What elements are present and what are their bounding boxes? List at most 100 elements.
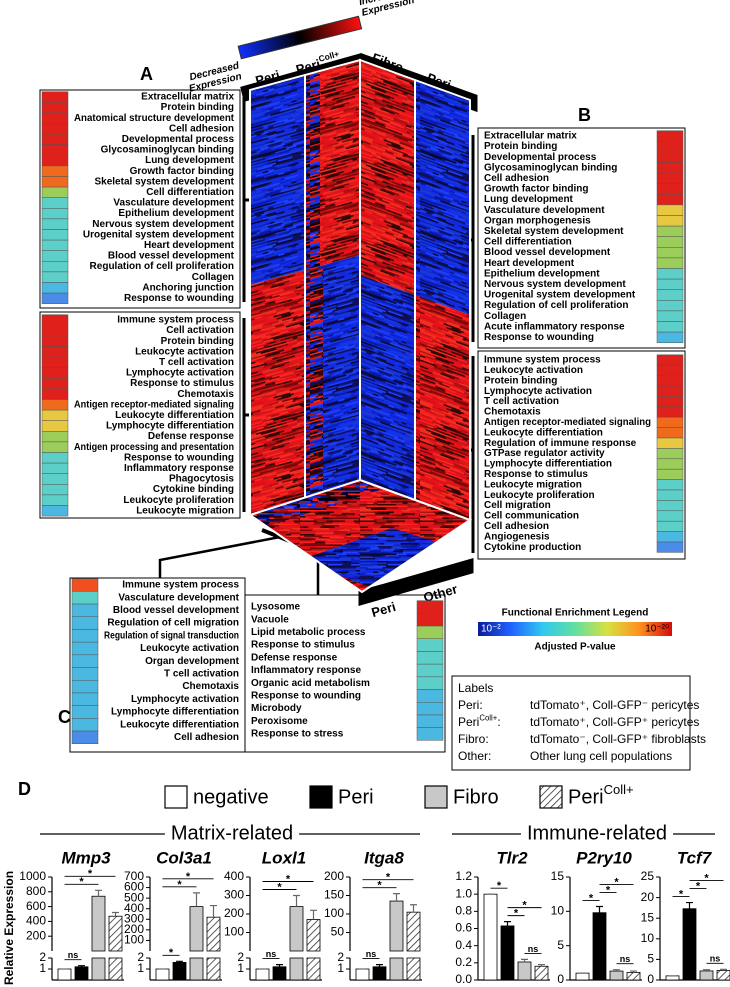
y-tick-label: 10 [551,904,565,918]
heatmap-block [320,59,360,266]
enrichment-swatch [656,331,684,343]
heatmap-block [305,70,320,270]
enrichment-swatch [41,484,69,496]
superscript: Coll+ [604,782,634,797]
chart-title: P2ry10 [576,848,632,867]
term: Antigen receptor-mediated signaling [484,417,651,428]
bar [500,925,515,981]
term: Lymphocyte differentiation [484,459,612,470]
enrichment-swatch [656,437,684,449]
y-tick-label: 15 [641,910,655,924]
significance-label: ns [710,954,721,964]
bar [172,962,187,981]
enrichment-swatch [416,663,444,678]
y-tick-label: 300 [124,911,144,925]
term: Leukocyte proliferation [123,495,234,506]
term: Response to wounding [251,691,361,702]
y-tick-label: 150 [324,888,344,902]
enrichment-swatch [416,702,444,716]
enrichment-swatch [71,603,99,617]
bar [665,975,680,981]
term: Defense response [251,652,338,663]
enrichment-swatch [656,375,684,387]
term: Lymphocyte differentiation [106,421,234,432]
significance-label: * [514,908,519,920]
significance-label: * [277,881,282,893]
enrichment-swatch [656,416,684,428]
term: Regulation of cell proliferation [484,300,628,311]
bar [682,908,697,981]
y-tick-label: 2 [39,950,46,964]
legend-swatch [309,785,333,809]
term: Organ morphogenesis [484,215,591,226]
legend-swatch [539,785,563,809]
y-tick-label: 1 [237,961,244,975]
bar [108,915,123,952]
enrichment-swatch [41,165,69,177]
face-outline [247,478,473,594]
y-tick-label: 600 [124,880,144,894]
heatmap-face [359,58,471,522]
term: Lung development [145,155,235,166]
y-tick-label: 0 [647,972,654,986]
term-box [39,311,241,519]
enrichment-swatch [656,289,684,301]
enrichment-swatch [656,520,684,532]
y-tick-label: 500 [124,890,144,904]
bar [389,900,404,952]
error-bar [310,909,317,920]
heatmap-block [415,295,470,521]
enrichment-swatch [416,676,444,690]
column-label: Peri [370,599,398,620]
term: Collagen [484,311,526,322]
superscript: Coll+ [479,714,497,723]
bar [372,966,387,981]
enrichment-swatch [656,172,684,184]
term: Protein binding [161,336,234,347]
term: Response to wounding [124,293,234,304]
enrichment-swatch [41,144,69,156]
term: Protein binding [484,375,557,386]
bar [355,968,370,981]
error-bar [376,964,383,967]
panel-label: A [140,64,153,84]
y-tick-label: 1.2 [455,869,472,883]
term-box [39,89,241,309]
enrichment-swatch [41,452,69,464]
panel-label: C [58,707,71,727]
enrichment-swatch [656,396,684,408]
term: Regulation of cell proliferation [90,261,234,272]
enrichment-swatch [41,409,69,421]
term: Lung development [484,194,574,205]
significance-label: * [589,892,594,904]
term: Leukocyte activation [135,346,234,357]
legend-swatch [164,785,188,809]
label-desc: Other lung cell populations [530,749,672,763]
heatmap-block [250,74,305,285]
enrichment-swatch [416,625,444,639]
y-tick-label: 2 [137,950,144,964]
bar [91,895,106,952]
y-tick-label: 0.2 [455,955,472,969]
enrichment-swatch [656,364,684,376]
term: Heart development [484,258,575,269]
significance-label: * [606,884,611,896]
bar [289,957,304,981]
heatmap-face [249,58,361,517]
enrichment-swatch [41,186,69,198]
enrichment-swatch [41,462,69,474]
enrichment-swatch [41,261,69,273]
y-tick-label: 400 [26,914,46,928]
term: Leukocyte activation [140,643,239,654]
color-bar-high: 10⁻²⁰ [645,624,669,635]
term: Response to wounding [484,332,594,343]
y-tick-label: 0.4 [455,938,472,952]
enrichment-swatch [656,194,684,206]
y-tick-label: 1.0 [455,886,472,900]
bar [575,972,590,981]
enrichment-swatch [41,229,69,241]
term: Response to stimulus [130,378,234,389]
enrichment-swatch [41,102,69,114]
error-bar [686,901,693,909]
enrichment-swatch [41,431,69,443]
